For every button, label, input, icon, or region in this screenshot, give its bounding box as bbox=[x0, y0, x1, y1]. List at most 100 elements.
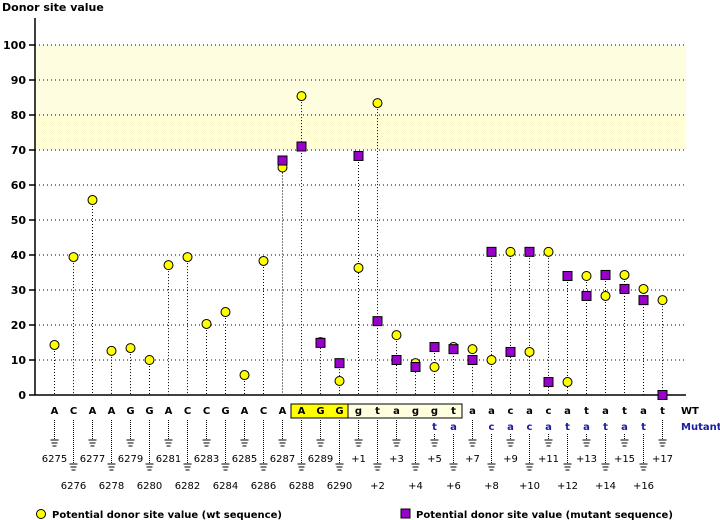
y-tick-label-100: 100 bbox=[3, 39, 26, 52]
position-label-+1: +1 bbox=[351, 454, 366, 465]
wt-point-+13 bbox=[581, 271, 592, 281]
wt-base-+10: a bbox=[526, 406, 533, 417]
position-label-+3: +3 bbox=[389, 454, 404, 465]
position-label-6289: 6289 bbox=[308, 454, 333, 465]
legend-wt-label: Potential donor site value (wt sequence) bbox=[52, 510, 282, 520]
position-label-+11: +11 bbox=[538, 454, 559, 465]
legend-mutant-label: Potential donor site value (mutant seque… bbox=[416, 510, 673, 520]
wt-point-+17 bbox=[657, 295, 668, 306]
wt-base-+14: a bbox=[602, 406, 609, 417]
position-label-+7: +7 bbox=[465, 454, 480, 465]
legend-wt-marker bbox=[36, 509, 46, 519]
wt-point-+2 bbox=[372, 98, 383, 109]
position-label-6276: 6276 bbox=[61, 481, 86, 492]
wt-base-6285: A bbox=[241, 406, 249, 417]
position-label-6278: 6278 bbox=[99, 481, 124, 492]
position-label-+8: +8 bbox=[484, 481, 499, 492]
mutant-point-+13 bbox=[581, 290, 592, 301]
y-tick-label-60: 60 bbox=[11, 179, 27, 192]
mutant-point-+1 bbox=[353, 150, 364, 161]
position-label-+4: +4 bbox=[408, 481, 423, 492]
wt-base-+5: g bbox=[431, 406, 438, 417]
position-label-6290: 6290 bbox=[327, 481, 352, 492]
position-label-+6: +6 bbox=[446, 481, 461, 492]
position-label-6279: 6279 bbox=[118, 454, 143, 465]
wt-base-6276: C bbox=[70, 406, 77, 417]
wt-point-6283 bbox=[201, 318, 212, 329]
wt-base-+9: c bbox=[508, 406, 514, 417]
wt-point-+16 bbox=[638, 283, 649, 294]
position-label-+15: +15 bbox=[614, 454, 635, 465]
position-label-6287: 6287 bbox=[270, 454, 295, 465]
position-label-+5: +5 bbox=[427, 454, 442, 465]
wt-point-+3 bbox=[391, 330, 402, 341]
mutant-point-+6 bbox=[448, 344, 459, 355]
position-label-6286: 6286 bbox=[251, 481, 276, 492]
mutant-point-6289 bbox=[315, 337, 326, 348]
legend: Potential donor site value (wt sequence)… bbox=[36, 508, 673, 520]
position-label-6283: 6283 bbox=[194, 454, 219, 465]
wt-base-+1: g bbox=[355, 406, 362, 417]
mutant-base-+16: t bbox=[641, 422, 646, 433]
wt-point-6288 bbox=[296, 91, 307, 102]
y-tick-label-90: 90 bbox=[11, 74, 27, 87]
mutant-base-+15: a bbox=[621, 422, 628, 433]
mutant-base-+13: a bbox=[583, 422, 590, 433]
wt-base-+16: a bbox=[640, 406, 647, 417]
wt-base-6277: A bbox=[89, 406, 97, 417]
wt-base-6289: G bbox=[316, 406, 324, 417]
mutant-point-+17 bbox=[657, 390, 668, 400]
gridlines bbox=[35, 44, 686, 361]
y-tick-label-40: 40 bbox=[11, 249, 27, 262]
mutant-point-+16 bbox=[638, 295, 649, 306]
mutant-base-+8: c bbox=[489, 422, 495, 433]
wt-point-6276 bbox=[68, 252, 79, 263]
mutant-point-+12 bbox=[562, 271, 573, 281]
position-label-+16: +16 bbox=[633, 481, 654, 492]
wt-base-6278: A bbox=[108, 406, 116, 417]
wt-point-+10 bbox=[524, 346, 535, 357]
mutant-point-+9 bbox=[505, 346, 516, 357]
mutant-point-+5 bbox=[429, 342, 440, 353]
mutant-base-+10: c bbox=[527, 422, 533, 433]
mutant-point-+10 bbox=[524, 246, 535, 257]
sequence-boxes bbox=[290, 403, 463, 419]
wt-point-+12 bbox=[562, 377, 573, 388]
wt-base-6290: G bbox=[335, 406, 343, 417]
position-label-+12: +12 bbox=[557, 481, 578, 492]
wt-base-+3: a bbox=[393, 406, 400, 417]
row-label-wt: WT bbox=[681, 406, 699, 417]
y-tick-label-80: 80 bbox=[11, 109, 27, 122]
wt-base-+11: c bbox=[546, 406, 552, 417]
wt-base-+4: g bbox=[412, 406, 419, 417]
highlight-band-1 bbox=[36, 115, 686, 150]
mutant-point-+2 bbox=[372, 316, 383, 327]
y-tick-label-0: 0 bbox=[18, 389, 26, 402]
stems bbox=[54, 96, 663, 395]
position-label-6275: 6275 bbox=[42, 454, 67, 465]
wt-point-+1 bbox=[353, 262, 364, 273]
position-label-6281: 6281 bbox=[156, 454, 181, 465]
position-label-+17: +17 bbox=[652, 454, 673, 465]
mutant-point-+14 bbox=[600, 269, 611, 280]
intron-box bbox=[347, 403, 463, 419]
y-axis: 0 10 20 30 40 50 60 70 80 90 100 bbox=[3, 18, 686, 402]
position-label-6277: 6277 bbox=[80, 454, 105, 465]
wt-base-+15: t bbox=[622, 406, 627, 417]
position-label-+9: +9 bbox=[503, 454, 518, 465]
wt-point-6284 bbox=[220, 307, 231, 318]
wt-base-6275: A bbox=[51, 406, 59, 417]
position-labels: 6275 6276 6277 6278 6279 6280 6281 6282 6283 6284… bbox=[42, 420, 673, 492]
wt-base-6280: G bbox=[145, 406, 153, 417]
row-label-mutant: Mutant bbox=[681, 422, 720, 433]
y-tick-label-30: 30 bbox=[11, 284, 27, 297]
wt-base-6286: C bbox=[260, 406, 267, 417]
wt-point-+9 bbox=[505, 246, 516, 257]
mutant-point-6287 bbox=[277, 155, 288, 166]
position-label-+10: +10 bbox=[519, 481, 540, 492]
wt-point-6290 bbox=[334, 376, 345, 386]
mutant-base-+6: a bbox=[450, 422, 457, 433]
wt-point-6278 bbox=[106, 345, 117, 356]
wt-point-+11 bbox=[543, 246, 554, 257]
